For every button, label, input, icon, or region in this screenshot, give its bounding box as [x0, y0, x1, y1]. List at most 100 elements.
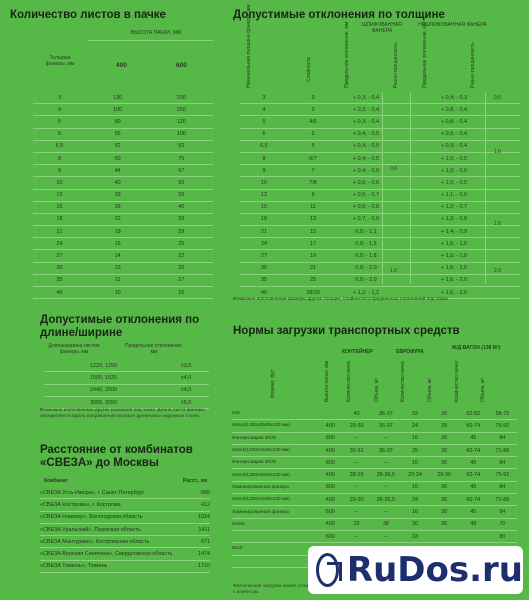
- load-row-cell: 5х5: [232, 408, 319, 421]
- thick-row-cell: [394, 103, 422, 117]
- thick-row-cell: 3: [288, 103, 338, 117]
- thick-row-cell: [486, 128, 520, 141]
- thick-row-cell: 25: [288, 274, 338, 288]
- load-row-cell: 29-30: [342, 493, 372, 507]
- sheets-row-cell: 12: [33, 189, 86, 202]
- load-row-cell: 36-37: [371, 444, 401, 458]
- thick-row-cell: [394, 92, 422, 105]
- sheets-row-cell: 50: [85, 152, 150, 166]
- thick-h-nom: Номинальная толщина фанеры, мм: [246, 4, 252, 88]
- load-row: Ламинированная фанера 600– –16 30 45 84: [232, 481, 517, 495]
- load-row-cell: 30-31: [342, 444, 372, 458]
- len-row-cell: ±4,0: [162, 384, 209, 397]
- thick-row-cell: + 1,0; - 0,6: [422, 164, 486, 178]
- thick-var-s1: 0,6: [390, 166, 397, 172]
- thick-row: 27 19 0,0; - 1,8 + 1,5; - 1,8: [240, 249, 520, 263]
- thick-row-cell: + 1,2; - 0,7: [422, 201, 486, 214]
- load-row-cell: 600: [318, 456, 343, 470]
- thick-row-cell: 11: [288, 201, 338, 214]
- thick-row: 18 13 + 0,7; - 0,9 + 1,3; - 0,8: [240, 213, 520, 227]
- thick-row-cell: + 0,4; - 0,6: [338, 164, 394, 178]
- sheets-row-cell: 50: [149, 189, 213, 202]
- thick-row-cell: [394, 164, 422, 178]
- sheets-row-cell: 120: [149, 115, 213, 129]
- thick-row-cell: 4/5: [288, 115, 338, 129]
- thick-row-cell: 21: [240, 225, 288, 239]
- thick-row-cell: [486, 225, 520, 239]
- sheets-row: 8 50 75: [33, 152, 213, 166]
- load-row: Ламинированная фанера 600– –16 30 45 84: [232, 505, 517, 519]
- thick-h-layers: Слойность: [306, 56, 312, 82]
- dist-row: «СВЕЗА Верхняя Синячиха», Свердловская о…: [40, 547, 210, 561]
- sheets-row-cell: 29: [149, 225, 213, 239]
- load-row: 4х8х4(1220х2440х120 мм) 400 29-30 35-36,5 24…: [232, 493, 517, 507]
- thick-row-cell: + 0,3; - 0,4: [338, 103, 394, 117]
- load-row-cell: 45: [458, 456, 488, 470]
- load-row-cell: 16: [400, 505, 430, 519]
- load-row: 4х8х4(1250х2500х120 мм) 400 28-29 35-36,5 23…: [232, 468, 517, 482]
- load-h-count3: Количество пачек: [454, 360, 460, 402]
- sheets-row-cell: 40: [149, 201, 213, 214]
- sheets-row-cell: 9: [33, 164, 86, 178]
- load-row-cell: 16: [400, 456, 430, 470]
- thick-row-cell: 30: [240, 262, 288, 275]
- sheets-row-cell: 75: [149, 152, 213, 166]
- dist-row-cell: «СВЕЗА Уральский», Пермская область: [40, 523, 196, 537]
- dist-row: «СВЕЗА Усть-Ижора», г. Санкт-Петербург 68…: [40, 487, 210, 500]
- load-row-cell: 400: [318, 493, 343, 507]
- thick-row-cell: 5: [288, 128, 338, 141]
- thick-row: 5 4/5 + 0,3; - 0,4 + 0,8; - 0,4: [240, 115, 520, 129]
- thick-row-cell: + 0,4; - 0,5: [338, 140, 394, 153]
- thick-row-cell: [394, 249, 422, 263]
- thick-row-cell: [394, 152, 422, 166]
- load-row-cell: 45: [458, 432, 488, 445]
- load-row-cell: 30: [429, 408, 459, 421]
- thick-table: 3 3 + 0,3; - 0,4 + 0,4; - 0,3 4 3 + 0,3; - 0,4…: [240, 92, 520, 300]
- load-row-cell: 30: [429, 432, 459, 445]
- sheets-row-cell: 65: [85, 128, 150, 141]
- sheets-row: 30 13 20: [33, 262, 213, 275]
- load-row: 5х5 40 36-37 32 30 62-82 58-75: [232, 408, 517, 421]
- thick-row: 3 3 + 0,3; - 0,4 + 0,4; - 0,3: [240, 92, 520, 105]
- sheets-col-height: ВЫСОТА ПАЧКИ, ММ: [130, 30, 182, 36]
- sheets-title: Количество листов в пачке: [10, 9, 166, 21]
- sheets-row-cell: 6: [33, 128, 86, 141]
- thick-var-u3: 1,5: [494, 221, 501, 227]
- watermark: RuDos.ru: [308, 546, 523, 594]
- dist-row: «СВЕЗА Уральский», Пермская область 1411: [40, 523, 210, 537]
- load-row-cell: 40: [342, 408, 372, 421]
- sheets-row: 35 11 17: [33, 274, 213, 288]
- load-row-cell: 30: [429, 493, 459, 507]
- load-row-cell: Ламинированная фанера: [232, 481, 319, 495]
- sheets-row-cell: 30: [33, 262, 86, 275]
- sheets-row-cell: 21: [33, 225, 86, 239]
- load-row-cell: 84: [487, 505, 517, 519]
- thick-row-cell: 15: [240, 201, 288, 214]
- load-row-cell: –: [342, 530, 372, 544]
- thick-row-cell: + 1,5; - 1,0: [422, 237, 486, 251]
- dist-row-cell: «СВЕЗА Новатор», Вологодская область: [40, 511, 196, 524]
- thick-row-cell: [394, 176, 422, 190]
- sheets-row-cell: 67: [149, 164, 213, 178]
- thick-unsanded: НЕШЛИФОВАННАЯ ФАНЕРА: [418, 22, 487, 28]
- load-row-cell: –: [371, 530, 401, 544]
- thick-row-cell: + 0,8; - 0,4: [422, 115, 486, 129]
- sheets-row-cell: 20: [149, 262, 213, 275]
- load-row-cell: 600: [318, 505, 343, 519]
- sheets-row-cell: 3: [33, 92, 86, 105]
- load-row-cell: 16: [400, 481, 430, 495]
- sheets-row-cell: 92: [149, 140, 213, 153]
- load-row-cell: 25: [429, 419, 459, 433]
- load-row-cell: 84: [487, 456, 517, 470]
- sheets-row-cell: 11: [85, 274, 150, 288]
- load-row-cell: –: [342, 456, 372, 470]
- load-row-cell: 71-88: [487, 493, 517, 507]
- load-row-cell: 400: [318, 468, 343, 482]
- thick-row-cell: 40: [240, 286, 288, 300]
- thick-row-cell: + 0,4; - 0,5: [338, 128, 394, 141]
- load-row-cell: –: [342, 432, 372, 445]
- thick-row-cell: + 1,0; - 0,5: [422, 152, 486, 166]
- load-row: 4х8х4(1250х2500х120 мм) 400 29-30 36-37 24 25…: [232, 419, 517, 433]
- load-row-cell: 84: [487, 432, 517, 445]
- thick-row-cell: + 0,9; - 0,4: [422, 128, 486, 141]
